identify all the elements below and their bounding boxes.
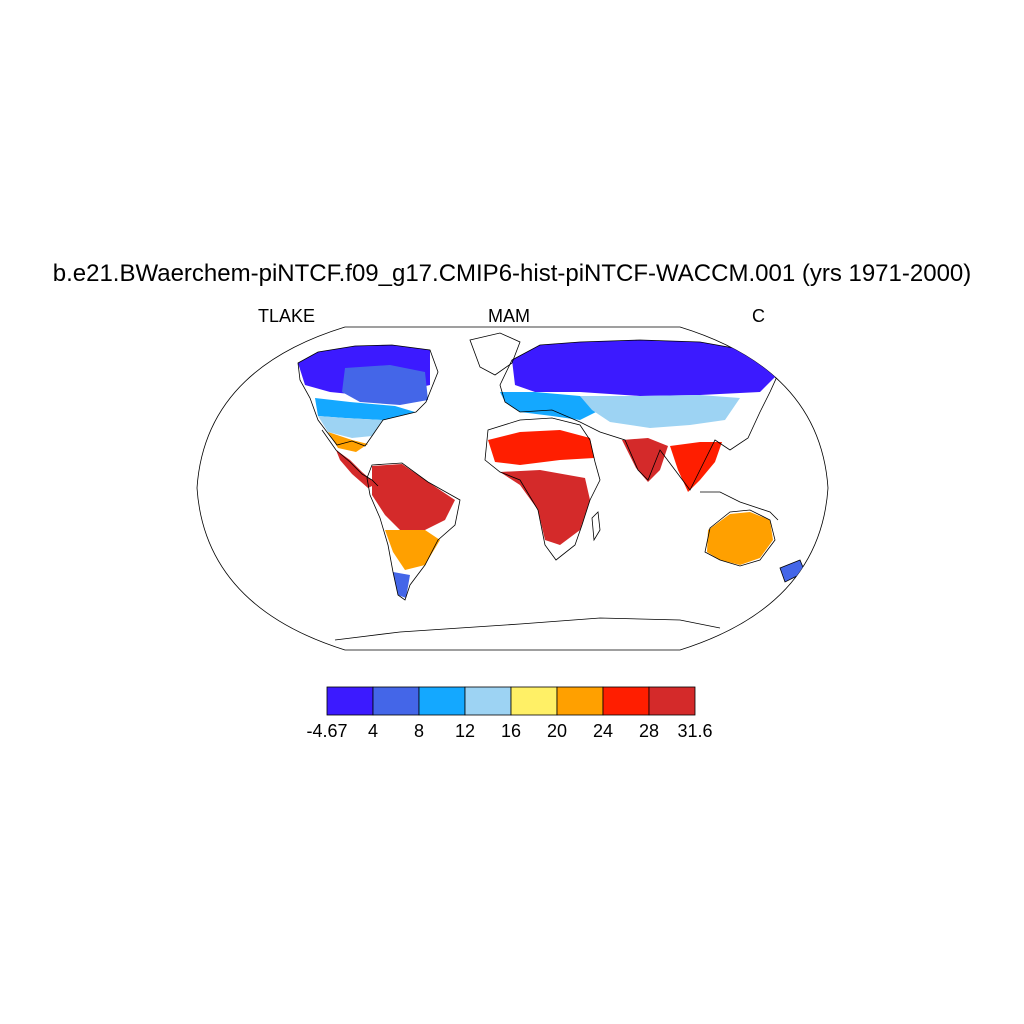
region-central-usa [318,416,383,438]
colorbar-tick-label: 20 [547,721,567,741]
region-southern-brazil [385,530,440,570]
colorbar-tick-label: -4.67 [306,721,347,741]
colorbar-swatch [326,686,374,716]
colorbar-swatch [602,686,650,716]
plot-title: b.e21.BWaerchem-piNTCF.f09_g17.CMIP6-his… [52,260,972,287]
colorbar-swatch [510,686,558,716]
region-central-asia [580,395,740,428]
region-sahel [488,430,594,465]
colorbar-swatch [464,686,512,716]
region-great-plains-great-lakes [315,398,415,420]
region-central-america-caribbean [336,450,376,488]
colorbar-tick-label: 24 [593,721,613,741]
region-central-africa [500,470,590,545]
colorbar-swatch [556,686,604,716]
units-label: C [752,306,765,326]
region-southeast-asia [670,442,722,492]
greenland-coastline [469,332,521,376]
colorbar-tick-label: 28 [639,721,659,741]
colorbar-tick-label: 16 [501,721,521,741]
region-hudson-labrador [342,365,428,405]
region-amazon [372,464,455,530]
indonesia-coastline [700,491,779,521]
variable-label: TLAKE [258,306,316,326]
region-south-asia [622,438,668,482]
region-europe [500,392,600,420]
colorbar-tick-label: 4 [368,721,378,741]
colorbar-swatch [418,686,466,716]
madagascar-coastline [591,511,601,542]
region-australia-coast [707,512,773,565]
australia-coastline [704,509,776,567]
mexico-central-america-coastline [321,429,379,487]
africa-coastline [484,417,601,561]
colorbar-swatch [372,686,420,716]
south-america-coastline [366,462,461,601]
colorbar-tick-label: 12 [455,721,475,741]
season-label: MAM [488,306,530,326]
north-america-coastline [297,344,439,447]
colorbar-tick-label: 31.6 [677,721,712,741]
region-scandinavia-siberia [512,340,780,396]
antarctica-coastline [334,617,721,641]
colorbar-swatch [648,686,696,716]
eurasia-coastline [499,339,781,491]
colorbar-tick-label: 8 [414,721,424,741]
